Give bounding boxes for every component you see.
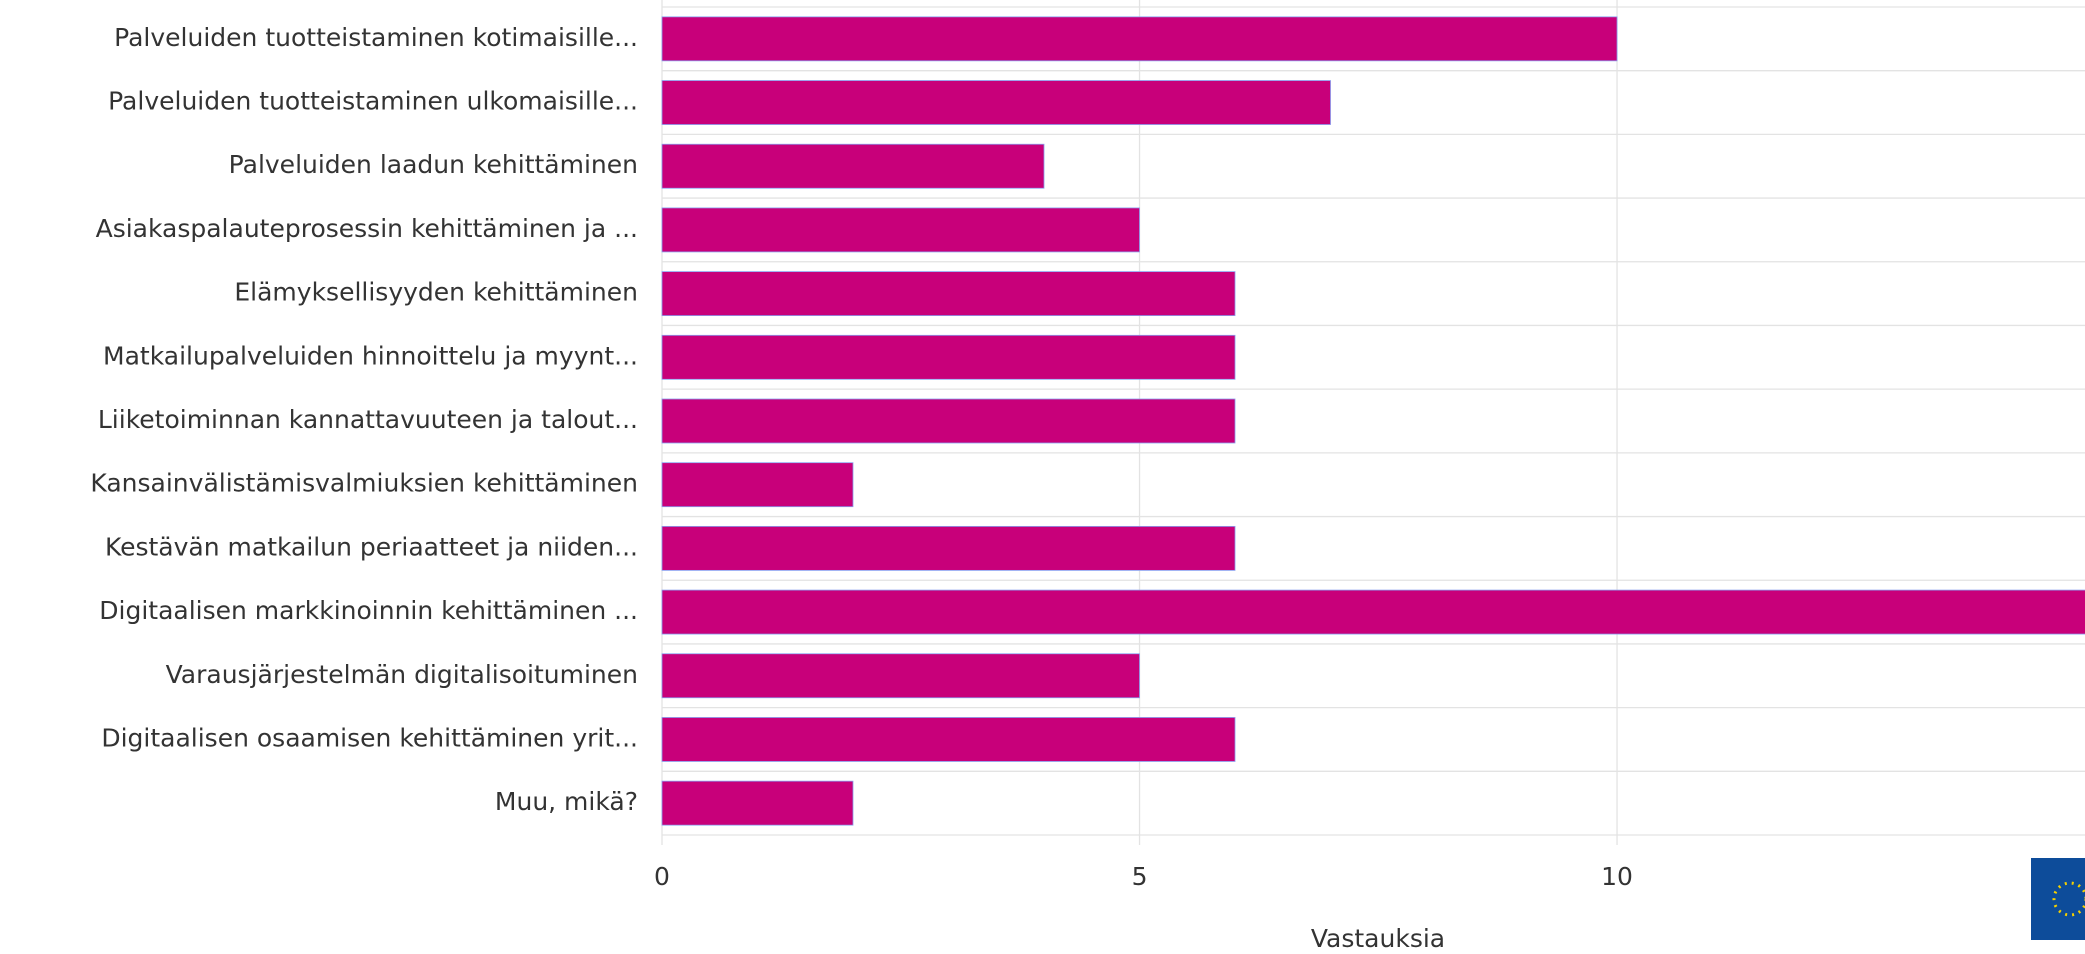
y-tick-label: Matkailupalveluiden hinnoittelu ja myynt… [103,341,638,370]
bar [661,207,1140,253]
x-tick-label: 5 [1132,862,1148,891]
bar [661,780,854,826]
y-tick-label: Varausjärjestelmän digitalisoituminen [166,660,638,689]
y-tick-label: Kestävän matkailun periaatteet ja niiden… [105,532,638,561]
y-tick-label: Asiakaspalauteprosessin kehittäminen ja … [96,214,638,243]
x-axis-title: Vastauksia [1311,924,1445,953]
bar [661,653,1140,699]
y-tick-label: Muu, mikä? [495,787,638,816]
bar [661,589,2085,635]
bar [661,80,1331,125]
bar [661,334,1236,380]
y-tick-label: Digitaalisen markkinoinnin kehittäminen … [99,596,638,625]
y-tick-label: Kansainvälistämisvalmiuksien kehittämine… [90,469,638,498]
x-tick-label: 10 [1601,862,1633,891]
bar [661,398,1236,444]
y-tick-label: Liiketoiminnan kannattavuuteen ja talout… [98,405,638,434]
bar [661,462,854,508]
y-tick-label: Elämyksellisyyden kehittäminen [234,278,638,307]
eu-logo [2031,858,2085,940]
bar [661,143,1045,189]
bar [661,525,1236,571]
bar [661,271,1236,317]
bar [661,717,1236,762]
y-tick-label: Digitaalisen osaamisen kehittäminen yrit… [101,723,638,752]
y-tick-label: Palveluiden laadun kehittäminen [229,150,638,179]
bar [661,16,1618,62]
x-tick-label: 0 [654,862,670,891]
y-tick-label: Palveluiden tuotteistaminen ulkomaisille… [108,87,638,116]
y-tick-label: Palveluiden tuotteistaminen kotimaisille… [114,23,638,52]
